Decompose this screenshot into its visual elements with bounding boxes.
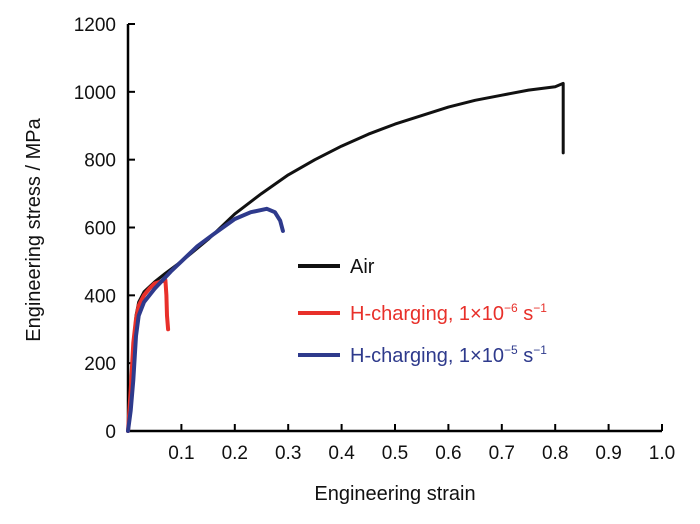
y-tick-label-4: 800 [84, 151, 116, 172]
x-tick-label-6: 0.7 [489, 443, 515, 464]
series-line-h-charging-1e-6 [126, 278, 171, 433]
x-tick-label-9: 1.0 [649, 443, 675, 464]
legend-label-air: Air [350, 256, 375, 278]
x-tick-label-0: 0.1 [168, 443, 194, 464]
y-tick-label-0: 0 [105, 422, 116, 443]
legend-1-exp1: −6 [504, 301, 518, 315]
y-tick-label-5: 1000 [74, 83, 116, 104]
legend-1-main: H-charging, 1×10 [350, 303, 504, 325]
y-tick-label-1: 200 [84, 354, 116, 375]
y-tick-label-6: 1200 [74, 15, 116, 36]
y-tick-label-3: 600 [84, 219, 116, 240]
y-tick-label-2: 400 [84, 286, 116, 307]
legend-1-exp2: −1 [533, 301, 547, 315]
legend-label-h-charging-1e-6: H-charging, 1×10−6 s−1 [350, 301, 547, 325]
tick-layer: 0.1 0.2 0.3 0.4 0.5 0.6 0.7 0.8 0.9 1.0 0 200 400 600… [74, 15, 675, 464]
series-layer [126, 81, 565, 433]
x-tick-label-8: 0.9 [595, 443, 621, 464]
legend-label-h-charging-1e-5: H-charging, 1×10−5 s−1 [350, 343, 547, 367]
x-tick-label-4: 0.5 [382, 443, 408, 464]
x-tick-label-2: 0.3 [275, 443, 301, 464]
legend-2-unit: s [518, 345, 534, 367]
x-tick-label-7: 0.8 [542, 443, 568, 464]
legend-2-main: H-charging, 1×10 [350, 345, 504, 367]
x-axis-title: Engineering strain [314, 483, 475, 505]
series-line-h-charging-1e-5 [126, 206, 285, 433]
y-axis-title: Engineering stress / MPa [23, 117, 45, 341]
series-line-air [126, 81, 565, 433]
legend-2-exp2: −1 [533, 343, 547, 357]
legend-2-exp1: −5 [504, 343, 518, 357]
legend-label-air-text: Air [350, 256, 375, 278]
legend-1-unit: s [518, 303, 534, 325]
legend: Air H-charging, 1×10−6 s−1 H-charging, 1… [298, 256, 547, 367]
x-tick-label-1: 0.2 [222, 443, 248, 464]
x-tick-label-5: 0.6 [435, 443, 461, 464]
x-tick-label-3: 0.4 [328, 443, 355, 464]
